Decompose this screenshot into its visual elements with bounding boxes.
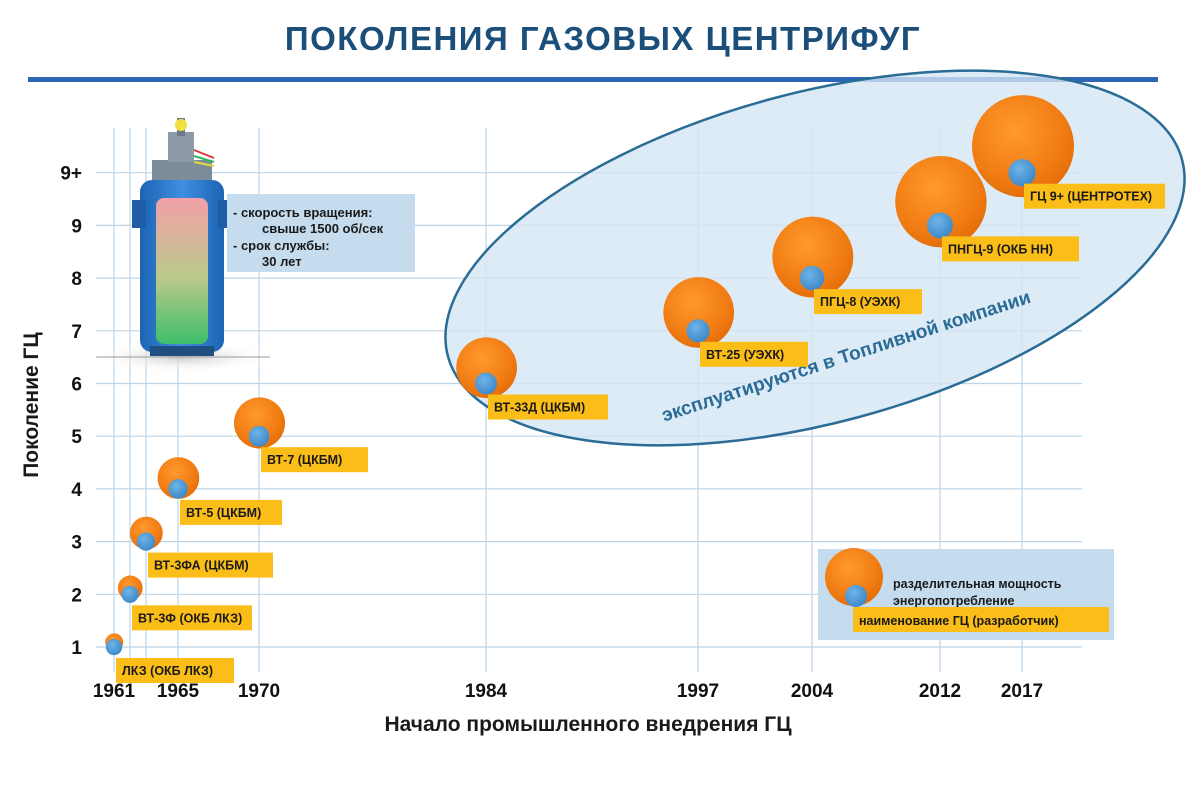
- point-label-bg: [700, 341, 808, 367]
- point-blue-dot: [799, 265, 825, 291]
- data-point: ВТ-33Д (ЦКБМ): [456, 337, 608, 420]
- data-point: ВТ-3Ф (ОКБ ЛКЗ): [117, 575, 252, 631]
- x-tick-label: 2017: [1001, 681, 1043, 702]
- y-axis-label: Поколение ГЦ: [20, 332, 43, 478]
- y-ticks: 1 2 3 4 5 6 7 8 9 9+: [60, 164, 82, 659]
- data-point: ГЦ 9+ (ЦЕНТРОТЕХ): [972, 95, 1165, 209]
- point-orange-circle: [233, 397, 286, 449]
- point-orange-circle: [663, 277, 735, 348]
- point-blue-dot: [121, 585, 139, 603]
- centrifuge-illustration: [91, 118, 275, 373]
- point-blue-dot: [475, 372, 497, 395]
- x-tick-label: 1997: [677, 681, 719, 702]
- point-label: ВТ-7 (ЦКБМ): [267, 453, 342, 467]
- point-label: ВТ-33Д (ЦКБМ): [494, 401, 585, 415]
- data-point: ВТ-5 (ЦКБМ): [157, 457, 282, 525]
- info-line-3: - срок службы:: [233, 238, 330, 253]
- point-blue-dot: [927, 212, 953, 239]
- info-line-2: свыше 1500 об/сек: [262, 221, 384, 236]
- point-label: ВТ-25 (УЭХК): [706, 348, 784, 362]
- point-label: ПГЦ-8 (УЭХК): [820, 295, 900, 309]
- x-axis-label: Начало промышленного внедрения ГЦ: [384, 713, 792, 736]
- x-ticks: 1961 1965 1970 1984 1997 2004 2012 2017: [93, 681, 1043, 702]
- point-blue-dot: [105, 638, 123, 656]
- point-label: ГЦ 9+ (ЦЕНТРОТЕХ): [1030, 190, 1152, 204]
- point-label-bg: [180, 499, 282, 525]
- point-label-bg: [261, 447, 368, 473]
- point-label-bg: [814, 289, 922, 315]
- y-tick-label: 9: [71, 216, 82, 237]
- y-tick-label: 4: [71, 480, 82, 501]
- point-label-bg: [488, 394, 608, 420]
- x-tick-label: 2004: [791, 681, 834, 702]
- chart-title: ПОКОЛЕНИЯ ГАЗОВЫХ ЦЕНТРИФУГ: [285, 20, 921, 57]
- data-point: ПНГЦ-9 (ОКБ НН): [895, 155, 1079, 262]
- x-tick-label: 2012: [919, 681, 961, 702]
- data-point: ВТ-3ФА (ЦКБМ): [129, 516, 273, 578]
- title-rule: [28, 77, 1158, 82]
- point-orange-circle: [456, 337, 517, 399]
- y-tick-label: 2: [71, 585, 82, 606]
- point-label-bg: [148, 552, 273, 578]
- point-blue-dot: [1008, 159, 1036, 187]
- point-label: ВТ-3Ф (ОКБ ЛКЗ): [138, 611, 242, 625]
- legend-line-2: энергопотребление: [893, 594, 1015, 608]
- point-blue-dot: [136, 532, 156, 551]
- y-tick-label: 1: [71, 638, 82, 659]
- legend-label-bg: [853, 607, 1109, 632]
- data-point: ПГЦ-8 (УЭХК): [772, 216, 922, 315]
- point-label: ЛКЗ (ОКБ ЛКЗ): [122, 664, 213, 678]
- point-label: ПНГЦ-9 (ОКБ НН): [948, 242, 1053, 256]
- legend: разделительная мощность энергопотреблени…: [818, 548, 1114, 640]
- legend-orange-circle: [825, 548, 883, 606]
- legend-line-1: разделительная мощность: [893, 577, 1062, 591]
- info-box: - скорость вращения: свыше 1500 об/сек -…: [227, 194, 415, 272]
- point-orange-circle: [895, 155, 987, 248]
- point-label: ВТ-3ФА (ЦКБМ): [154, 559, 249, 573]
- point-blue-dot: [686, 319, 710, 343]
- legend-line-3: наименование ГЦ (разработчик): [859, 614, 1059, 628]
- point-label-bg: [116, 658, 234, 683]
- x-tick-label: 1965: [157, 681, 200, 702]
- point-label-bg: [942, 236, 1079, 262]
- y-tick-label: 3: [71, 533, 82, 554]
- y-tick-label: 5: [71, 427, 82, 448]
- data-point: ВТ-25 (УЭХК): [663, 277, 808, 367]
- legend-blue-dot: [845, 585, 867, 607]
- x-tick-label: 1961: [93, 681, 136, 702]
- y-tick-label: 7: [71, 322, 82, 343]
- info-line-1: - скорость вращения:: [233, 205, 372, 220]
- point-label-bg: [1024, 183, 1165, 209]
- data-point: ЛКЗ (ОКБ ЛКЗ): [105, 633, 234, 683]
- point-blue-dot: [168, 479, 188, 499]
- x-tick-label: 1984: [465, 681, 508, 702]
- point-orange-circle: [972, 95, 1075, 198]
- data-points: ЛКЗ (ОКБ ЛКЗ) ВТ-3Ф (ОКБ ЛКЗ) ВТ-3ФА (ЦКБМ…: [105, 95, 1165, 683]
- y-tick-label: 6: [71, 375, 82, 396]
- point-orange-circle: [772, 216, 854, 298]
- x-tick-label: 1970: [238, 681, 280, 702]
- info-line-4: 30 лет: [262, 254, 302, 269]
- point-blue-dot: [248, 425, 270, 447]
- point-orange-circle: [157, 457, 200, 499]
- data-point: ВТ-7 (ЦКБМ): [233, 397, 368, 473]
- y-tick-label: 8: [71, 269, 82, 290]
- point-label-bg: [132, 605, 252, 631]
- point-label: ВТ-5 (ЦКБМ): [186, 506, 261, 520]
- y-tick-label: 9+: [60, 164, 82, 185]
